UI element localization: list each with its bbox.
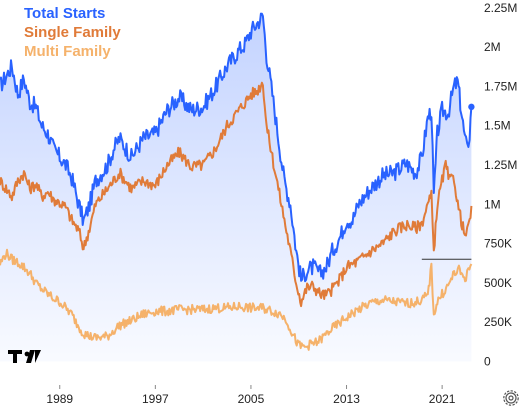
legend-multi-family: Multi Family: [24, 43, 111, 60]
x-tick-label: 1989: [46, 392, 73, 406]
x-tick-label: 2005: [238, 392, 265, 406]
y-tick-label: 0: [484, 354, 491, 368]
legend-single-family: Single Family: [24, 24, 121, 41]
y-tick-label: 500K: [484, 276, 512, 290]
x-tick-label: 2021: [429, 392, 456, 406]
y-tick-label: 250K: [484, 315, 512, 329]
y-axis: 2.25M 2M 1.75M 1.5M 1.25M 1M 750K 500K 250K 0: [484, 1, 517, 369]
x-axis: 1989 1997 2005 2013 2021: [46, 385, 456, 406]
y-tick-label: 1.5M: [484, 119, 511, 133]
y-tick-label: 750K: [484, 237, 512, 251]
y-tick-label: 2.25M: [484, 1, 517, 15]
tradingview-logo: [8, 350, 41, 363]
series-line-single-family: [0, 81, 473, 308]
y-tick-label: 1.75M: [484, 79, 517, 93]
area-total-starts: [0, 13, 472, 362]
x-tick-label: 1997: [142, 392, 169, 406]
legend-total-starts: Total Starts: [24, 5, 106, 22]
x-tick-label: 2013: [333, 392, 360, 406]
y-tick-label: 1.25M: [484, 158, 517, 172]
area-layer: [0, 13, 472, 362]
series-line-total-starts: [0, 12, 473, 283]
legend: Total Starts Single Family Multi Family: [24, 4, 121, 61]
series-line-multi-family: [0, 248, 473, 351]
y-tick-label: 2M: [484, 40, 501, 54]
gear-icon[interactable]: [501, 388, 521, 408]
last-point-total-starts: [468, 103, 475, 111]
series-layer: [0, 12, 475, 351]
y-tick-label: 1M: [484, 197, 501, 211]
